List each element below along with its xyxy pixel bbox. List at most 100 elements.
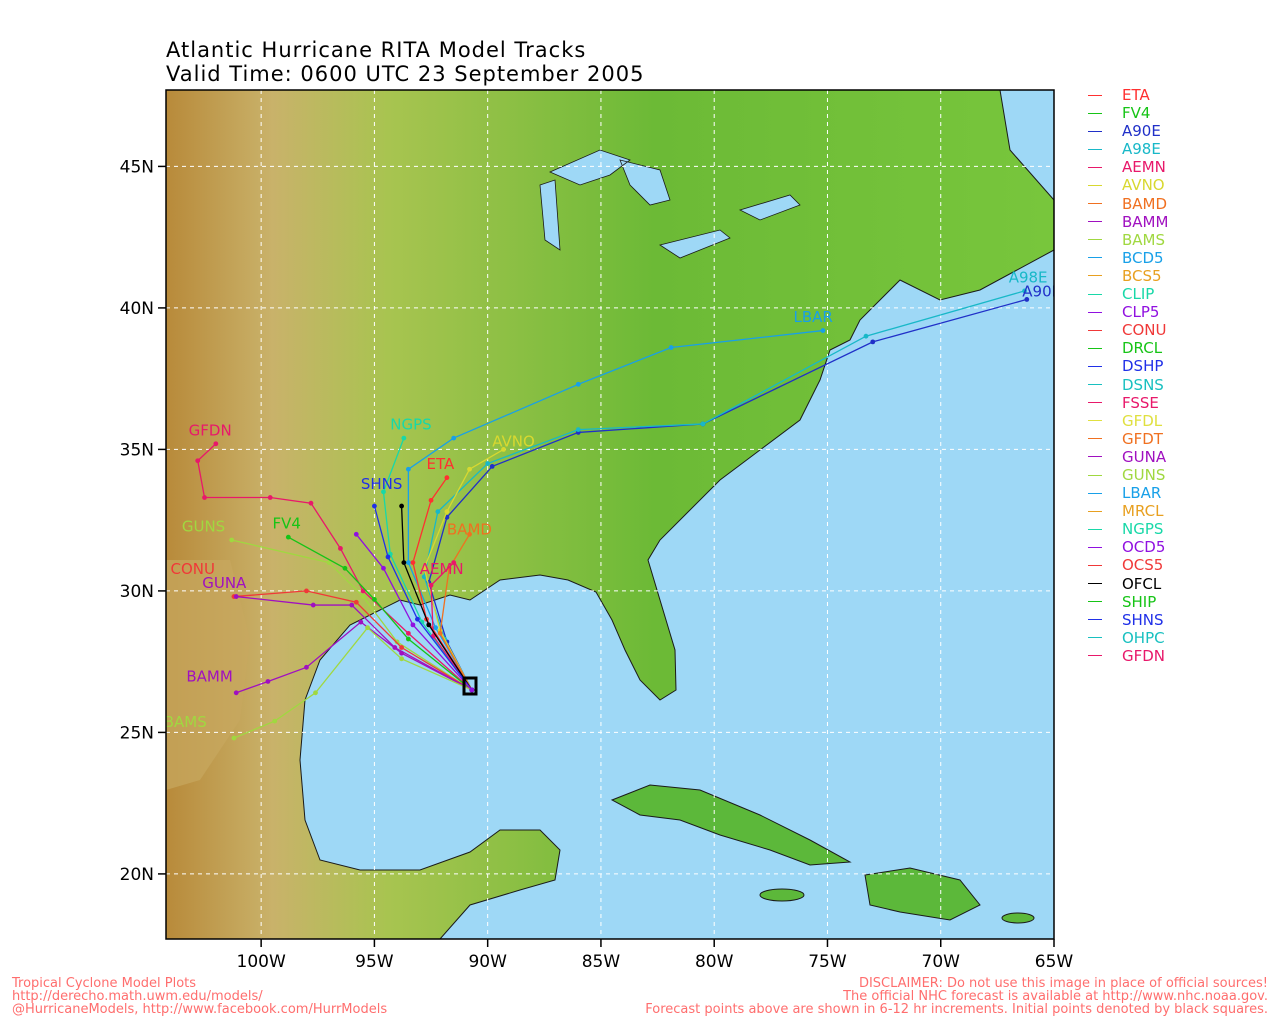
legend-label: NGPS [1122, 520, 1164, 539]
forecast-point [410, 622, 416, 628]
legend-swatch [1088, 311, 1102, 313]
forecast-point [451, 435, 457, 441]
legend-label: GFDL [1122, 411, 1163, 430]
forecast-point [229, 537, 235, 543]
legend-label: AEMN [1122, 158, 1166, 177]
legend-item: FSSE [1088, 394, 1168, 412]
track-label: FV4 [272, 515, 300, 533]
forecast-point [358, 619, 364, 625]
track-label: BAMM [186, 667, 232, 685]
forecast-point [349, 602, 355, 608]
track-label: NGPS [390, 416, 431, 434]
legend-label: OCS5 [1122, 556, 1164, 575]
forecast-point [1022, 288, 1027, 294]
forecast-point [338, 546, 343, 551]
legend-label: SHNS [1122, 610, 1164, 629]
legend-label: BCS5 [1122, 266, 1162, 285]
legend-swatch [1088, 329, 1102, 331]
legend-swatch [1088, 528, 1102, 530]
forecast-point [421, 565, 427, 571]
legend-item: CLP5 [1088, 303, 1168, 321]
footer-forecast-note: Forecast points above are shown in 6-12 … [645, 1003, 1268, 1016]
legend-label: GFDT [1122, 429, 1163, 448]
legend-swatch [1088, 546, 1102, 548]
legend-swatch [1088, 94, 1102, 96]
legend-item: ETA [1088, 86, 1168, 104]
legend-label: A98E [1122, 140, 1161, 159]
legend-swatch [1088, 420, 1102, 422]
legend-label: BAMD [1122, 194, 1168, 213]
forecast-point [399, 645, 404, 650]
legend-swatch [1088, 619, 1102, 621]
legend-label: BCD5 [1122, 248, 1164, 267]
legend-item: SHIP [1088, 593, 1168, 611]
lat-tick-label: 35N [120, 440, 154, 460]
legend-swatch [1088, 438, 1102, 440]
graticule [166, 90, 1054, 939]
footer-left-2[interactable]: http://derecho.math.uwm.edu/models/ [12, 989, 263, 1004]
great-lakes [539, 149, 801, 259]
legend-label: AVNO [1122, 176, 1165, 195]
legend-swatch [1088, 601, 1102, 603]
footer-disclaimer: DISCLAIMER: Do not use this image in pla… [858, 976, 1268, 991]
legend-label: GFDN [1122, 646, 1166, 665]
latitude-labels: 45N 40N 35N 30N 25N 20N [120, 157, 166, 885]
legend-label: DSNS [1122, 375, 1164, 394]
forecast-point [233, 594, 239, 599]
lat-tick-label: 45N [120, 157, 154, 177]
legend-label: SHIP [1122, 592, 1157, 611]
legend-label: LBAR [1122, 484, 1162, 503]
forecast-point [202, 495, 207, 500]
forecast-point [399, 650, 404, 656]
model-legend: ETA FV4 A90E A98E AEMN AVNO BAMD BAMM BAMS BCD5 BC… [1088, 86, 1168, 665]
legend-label: GUNS [1122, 465, 1166, 484]
forecast-point [870, 339, 876, 345]
model-track-line [355, 533, 473, 691]
model-track-line [236, 621, 473, 694]
lon-tick-label: 90W [468, 952, 507, 972]
forecast-point [304, 588, 309, 594]
footer-left-3[interactable]: @HurricaneModels, http://www.facebook.co… [12, 1002, 388, 1017]
legend-item: AVNO [1088, 176, 1168, 194]
forecast-point [310, 602, 316, 608]
forecast-point [372, 597, 377, 602]
legend-swatch [1088, 221, 1102, 223]
map-frame [165, 89, 1055, 940]
legend-label: OHPC [1122, 628, 1165, 647]
legend-swatch [1088, 474, 1102, 476]
footer-forecast-text: Forecast points above are shown in 6-12 … [645, 1002, 1268, 1017]
land-hispaniola [864, 867, 981, 921]
forecast-point [575, 381, 581, 387]
legend-label: OCD5 [1122, 538, 1166, 557]
forecast-point [231, 735, 237, 741]
legend-swatch [1088, 637, 1102, 639]
legend-label: CONU [1122, 321, 1167, 340]
forecast-point [401, 435, 407, 441]
model-track-line [407, 329, 824, 691]
forecast-point [381, 565, 386, 571]
forecast-point [863, 333, 869, 339]
legend-swatch [1088, 347, 1102, 349]
legend-swatch [1088, 130, 1102, 132]
terrain-highlands [166, 560, 250, 790]
forecast-point [668, 345, 674, 350]
forecast-point [405, 560, 411, 566]
model-track-line [439, 533, 473, 691]
lon-tick-label: 75W [808, 952, 847, 972]
legend-swatch [1088, 293, 1102, 295]
forecast-point [405, 630, 411, 636]
track-label: A90E [1022, 283, 1061, 301]
lon-tick-label: 95W [355, 952, 394, 972]
track-label: SHNS [361, 475, 403, 493]
legend-item: CLIP [1088, 285, 1168, 303]
track-label: LBAR [793, 308, 832, 326]
legend-item: DSHP [1088, 357, 1168, 375]
legend-item: SHNS [1088, 611, 1168, 629]
legend-label: BAMS [1122, 230, 1166, 249]
legend-label: FSSE [1122, 393, 1159, 412]
legend-label: CLP5 [1122, 303, 1160, 322]
legend-swatch [1088, 112, 1102, 114]
forecast-point [437, 630, 443, 636]
legend-item: OCD5 [1088, 538, 1168, 556]
forecast-point [372, 503, 377, 509]
